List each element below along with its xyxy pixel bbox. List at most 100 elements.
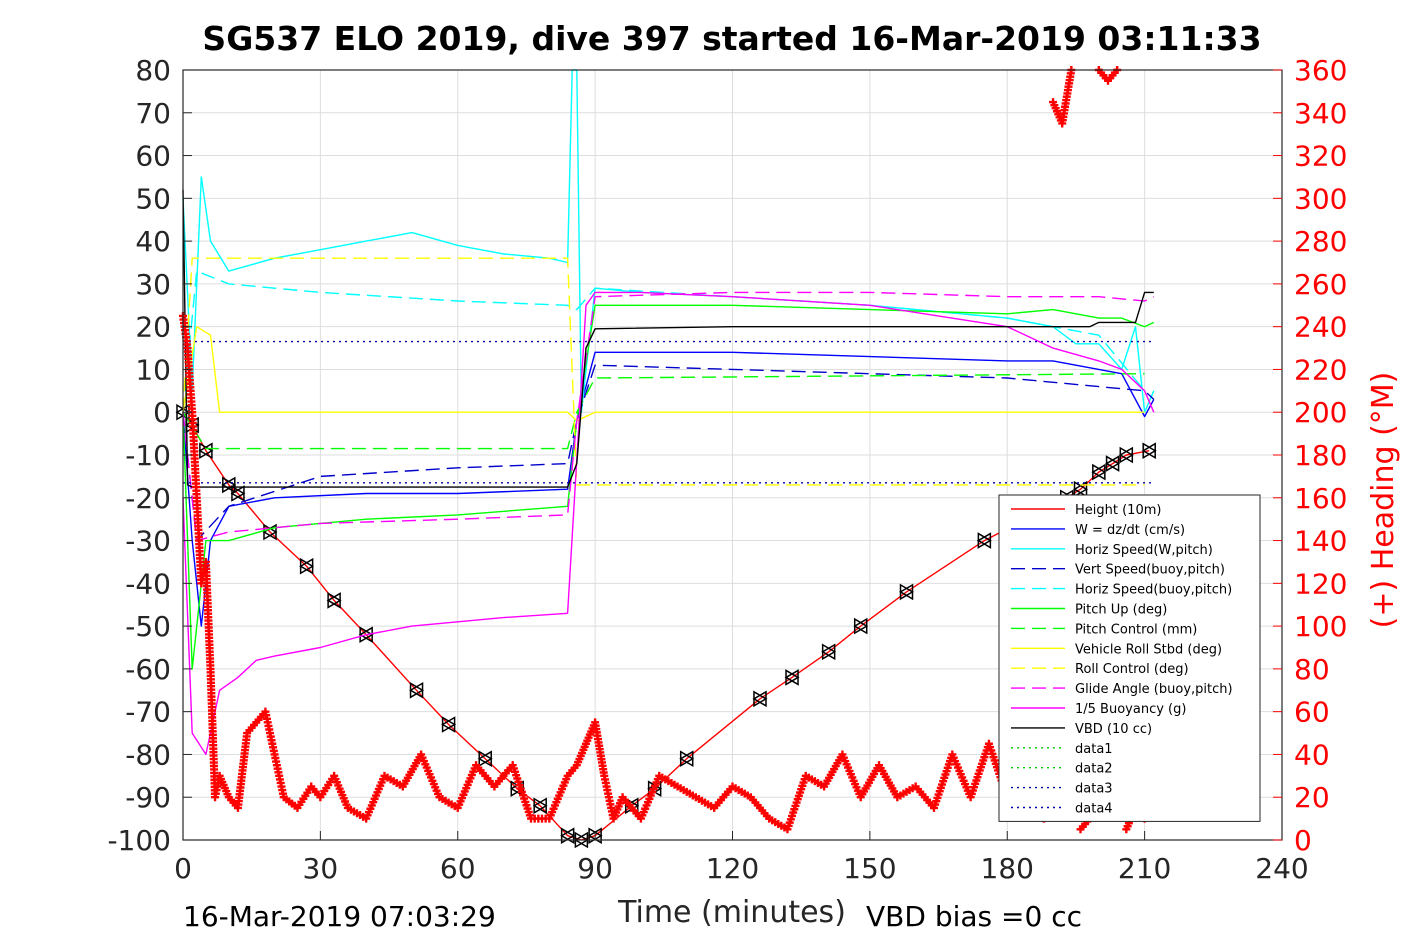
x-tick-label: 90 — [577, 852, 613, 885]
chart-title: SG537 ELO 2019, dive 397 started 16-Mar-… — [202, 19, 1261, 58]
footer-vbd-bias: VBD bias =0 cc — [866, 900, 1082, 933]
y-tick-label: 50 — [135, 182, 171, 215]
y-right-tick-label: 280 — [1294, 225, 1347, 258]
y-tick-label: -80 — [125, 738, 171, 771]
y-right-tick-label: 120 — [1294, 567, 1347, 600]
legend-entry: Roll Control (deg) — [1075, 662, 1189, 677]
legend-entry: Pitch Control (mm) — [1075, 622, 1197, 637]
height-marker — [1092, 463, 1107, 481]
y-axis-right-ticks: 3603403203002802602402202001801601401201… — [1273, 54, 1347, 857]
y-right-tick-label: 320 — [1294, 140, 1347, 173]
height-marker — [679, 750, 695, 768]
y-tick-label: -40 — [125, 567, 171, 600]
y-tick-label: 80 — [135, 54, 171, 87]
height-marker — [1142, 442, 1157, 460]
y-right-tick-label: 340 — [1294, 97, 1347, 130]
y-axis-left-ticks: 80 70 60 50 40 30 20 10 0 -10 -20 -30 -40 -50 -60 -70 -8… — [107, 54, 192, 857]
x-tick-label: 0 — [174, 852, 192, 885]
y-tick-label: 70 — [135, 97, 171, 130]
x-tick-label: 150 — [843, 852, 896, 885]
y-right-tick-label: 80 — [1294, 653, 1330, 686]
y-right-tick-label: 20 — [1294, 781, 1330, 814]
footer-timestamp: 16-Mar-2019 07:03:29 — [183, 900, 496, 933]
y-right-tick-label: 200 — [1294, 396, 1347, 429]
x-axis-ticks: 0 30 60 90 120 150 180 210 240 — [174, 831, 1309, 885]
height-marker — [478, 750, 493, 768]
legend-entry: Horiz Speed(W,pitch) — [1075, 543, 1213, 558]
heading-layer — [179, 66, 1149, 834]
x-tick-label: 30 — [303, 852, 339, 885]
series-roll-control-deg — [182, 257, 1145, 486]
y-right-tick-label: 220 — [1294, 353, 1347, 386]
y-axis-right-label: (+) Heading (°M) — [1366, 372, 1401, 629]
y-tick-label: 10 — [135, 353, 171, 386]
y-tick-label: 60 — [135, 140, 171, 173]
legend-entry: Pitch Up (deg) — [1075, 603, 1167, 618]
height-marker — [222, 476, 237, 494]
height-marker — [1105, 455, 1121, 472]
y-tick-label: 40 — [135, 225, 171, 258]
series-vehicle-roll-stbd-deg — [182, 326, 1145, 422]
height-marker — [299, 557, 315, 575]
y-right-tick-label: 100 — [1294, 610, 1347, 643]
y-right-tick-label: 260 — [1294, 268, 1347, 301]
height-marker — [560, 827, 576, 845]
legend-entry: data2 — [1075, 762, 1113, 777]
height-marker — [977, 532, 992, 549]
y-right-tick-label: 0 — [1294, 824, 1312, 857]
series-1-5-buoyancy-g — [182, 291, 1155, 756]
y-tick-label: -90 — [125, 781, 171, 814]
series-horiz-speed-buoy-pitch — [182, 270, 1146, 413]
legend-entry: Glide Angle (buoy,pitch) — [1075, 682, 1233, 697]
y-tick-label: -70 — [125, 696, 171, 729]
series-glide-angle-buoy-pitch — [182, 291, 1155, 542]
y-right-tick-label: 240 — [1294, 311, 1347, 344]
y-tick-label: -100 — [107, 824, 171, 857]
legend-entry: data1 — [1075, 742, 1113, 757]
series-vert-speed-buoy-pitch — [182, 364, 1155, 542]
height-marker — [359, 626, 374, 643]
legend-entry: Vert Speed(buoy,pitch) — [1075, 563, 1225, 578]
legend-entry: VBD (10 cc) — [1075, 722, 1152, 737]
height-marker — [899, 583, 914, 601]
y-tick-label: 30 — [135, 268, 171, 301]
y-right-tick-label: 300 — [1294, 182, 1347, 215]
y-right-tick-label: 360 — [1294, 54, 1347, 87]
series-w-dz-dt-cm-s — [182, 351, 1155, 627]
height-marker — [853, 617, 869, 635]
series-pitch-control-mm — [182, 373, 1145, 450]
height-marker — [327, 592, 342, 609]
y-tick-label: -10 — [125, 439, 171, 472]
height-marker — [785, 669, 800, 686]
y-right-tick-label: 160 — [1294, 482, 1347, 515]
y-tick-label: -30 — [125, 525, 171, 558]
y-right-tick-label: 40 — [1294, 738, 1330, 771]
x-axis-label: Time (minutes) — [617, 895, 846, 930]
legend-entry: data4 — [1075, 802, 1113, 817]
height-marker — [821, 643, 837, 661]
height-marker — [199, 442, 214, 460]
y-tick-label: 0 — [153, 396, 171, 429]
y-right-tick-label: 60 — [1294, 696, 1330, 729]
x-tick-label: 120 — [706, 852, 759, 885]
legend-entry: Vehicle Roll Stbd (deg) — [1075, 642, 1222, 657]
legend-entry: W = dz/dt (cm/s) — [1075, 523, 1185, 538]
y-tick-label: -60 — [125, 653, 171, 686]
height-marker — [1073, 480, 1089, 498]
height-marker — [441, 716, 457, 733]
legend-entry: Horiz Speed(buoy,pitch) — [1075, 583, 1232, 598]
x-tick-label: 180 — [981, 852, 1034, 885]
series-vbd-10-cc — [182, 189, 1154, 488]
legend: Height (10m) W = dz/dt (cm/s) Horiz Speed(… — [998, 494, 1261, 822]
height-marker — [1119, 446, 1134, 464]
x-tick-label: 240 — [1255, 852, 1308, 885]
height-marker — [753, 690, 768, 708]
legend-entry: data3 — [1075, 782, 1113, 797]
height-marker — [231, 485, 246, 502]
y-right-tick-label: 180 — [1294, 439, 1347, 472]
y-tick-label: 20 — [135, 311, 171, 344]
y-tick-label: -20 — [125, 482, 171, 515]
y-tick-label: -50 — [125, 610, 171, 643]
legend-entry: Height (10m) — [1075, 503, 1161, 518]
